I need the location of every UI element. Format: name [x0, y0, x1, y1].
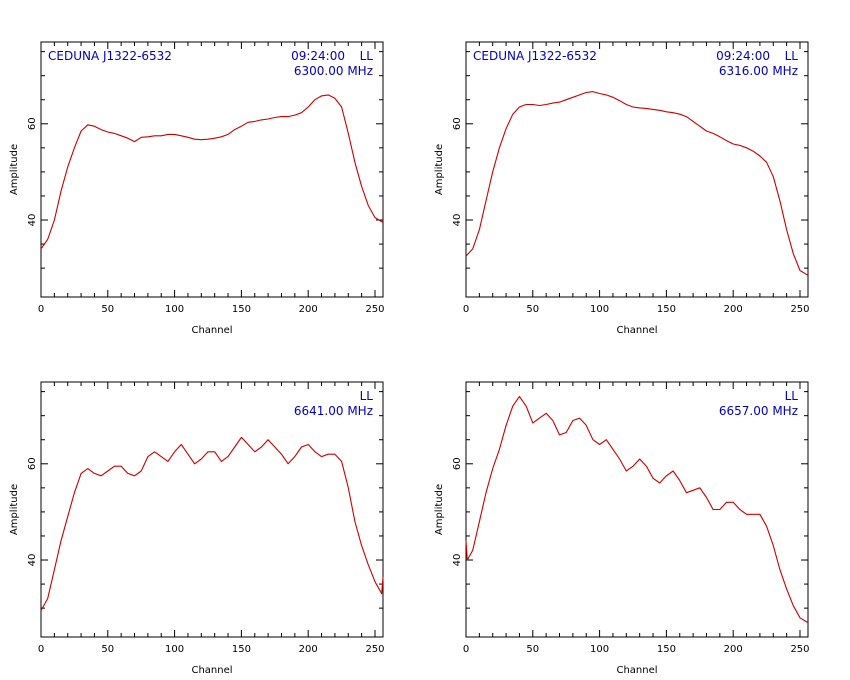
- y-axis-label: Amplitude: [9, 484, 20, 535]
- x-tick-label: 250: [365, 644, 384, 655]
- x-tick-label: 100: [590, 644, 609, 655]
- x-tick-label: 50: [526, 304, 539, 315]
- x-axis-label: Channel: [616, 325, 657, 336]
- spectrum-line-1: [40, 94, 384, 250]
- x-tick-label: 150: [232, 644, 251, 655]
- y-tick-label: 60: [27, 457, 38, 470]
- x-tick-label: 50: [101, 304, 114, 315]
- x-tick-label: 150: [657, 644, 676, 655]
- x-tick-label: 150: [657, 304, 676, 315]
- time-label: 09:24:00: [716, 49, 770, 63]
- spectrum-line-2: [465, 91, 809, 276]
- x-tick-label: 100: [165, 304, 184, 315]
- y-axis-label: Amplitude: [9, 144, 20, 195]
- y-tick-label: 40: [27, 214, 38, 227]
- spectrum-line-4: [465, 395, 809, 624]
- x-tick-label: 0: [38, 304, 44, 315]
- spectrum-line-3: [40, 436, 384, 611]
- polarization-label: LL: [360, 49, 374, 63]
- time-label: 09:24:00: [291, 49, 345, 63]
- y-tick-label: 60: [452, 117, 463, 130]
- x-axis-label: Channel: [616, 665, 657, 676]
- x-tick-label: 50: [101, 644, 114, 655]
- x-tick-label: 50: [526, 644, 539, 655]
- y-tick-label: 40: [452, 214, 463, 227]
- y-tick-label: 60: [27, 117, 38, 130]
- x-tick-label: 250: [790, 304, 809, 315]
- x-axis-label: Channel: [191, 665, 232, 676]
- x-tick-label: 100: [590, 304, 609, 315]
- x-axis-label: Channel: [191, 325, 232, 336]
- x-tick-label: 0: [38, 644, 44, 655]
- x-tick-label: 0: [463, 644, 469, 655]
- x-tick-label: 100: [165, 644, 184, 655]
- x-tick-label: 250: [365, 304, 384, 315]
- x-tick-label: 0: [463, 304, 469, 315]
- polarization-label: LL: [360, 389, 374, 403]
- plot-frame: [465, 41, 809, 298]
- y-tick-label: 60: [452, 457, 463, 470]
- plot-frame: [465, 381, 809, 638]
- plot-frame: [40, 41, 384, 298]
- frequency-label: 6300.00 MHz: [294, 64, 373, 78]
- plot-frame: [40, 381, 384, 638]
- x-tick-label: 200: [299, 644, 318, 655]
- x-tick-label: 250: [790, 644, 809, 655]
- spectrum-panel-4: 0 50 100 150 200 250 40 60 Channel Amplitude LL665…: [434, 381, 810, 676]
- polarization-label: LL: [785, 49, 799, 63]
- y-tick-label: 40: [27, 554, 38, 567]
- spectrum-panel-1: 0 50 100 150 200 250 40 60 Channel Amplitude CEDUN…: [9, 41, 385, 336]
- x-tick-label: 150: [232, 304, 251, 315]
- frequency-label: 6641.00 MHz: [294, 404, 373, 418]
- y-axis-label: Amplitude: [434, 144, 445, 195]
- frequency-label: 6316.00 MHz: [719, 64, 798, 78]
- x-tick-label: 200: [724, 304, 743, 315]
- spectrum-panel-2: 0 50 100 150 200 250 40 60 Channel Amplitude CEDUN…: [434, 41, 810, 336]
- y-tick-label: 40: [452, 554, 463, 567]
- frequency-label: 6657.00 MHz: [719, 404, 798, 418]
- source-title: CEDUNA J1322-6532: [48, 49, 172, 63]
- polarization-label: LL: [785, 389, 799, 403]
- x-tick-label: 200: [724, 644, 743, 655]
- x-tick-label: 200: [299, 304, 318, 315]
- spectrum-panel-3: 0 50 100 150 200 250 40 60 Channel Amplitude LL664…: [9, 381, 385, 676]
- source-title: CEDUNA J1322-6532: [473, 49, 597, 63]
- y-axis-label: Amplitude: [434, 484, 445, 535]
